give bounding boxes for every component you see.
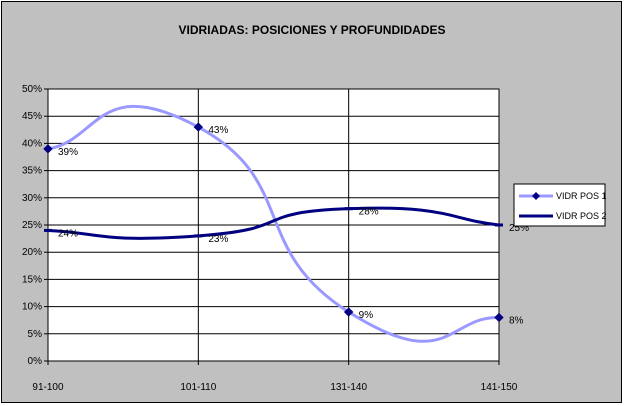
data-label: 8% (509, 315, 524, 326)
data-labels: 39% 43% 9% 8% 24% 23% 28% 25% (58, 125, 529, 326)
y-tick-label: 5% (28, 329, 43, 340)
data-label: 23% (208, 234, 228, 245)
legend-box (513, 183, 606, 227)
y-tick-label: 10% (22, 302, 42, 313)
chart-title: VIDRIADAS: POSICIONES Y PROFUNDIDADES (179, 23, 446, 37)
y-tick-label: 30% (22, 193, 42, 204)
series-2-marker (44, 228, 52, 232)
data-label: 39% (58, 147, 78, 158)
x-tick-label: 91-100 (32, 382, 64, 393)
x-tick-label: 141-150 (481, 382, 518, 393)
series-line-1 (47, 105, 500, 343)
series-1-marker (193, 122, 204, 132)
data-label: 24% (58, 228, 78, 239)
series-2-marker (495, 223, 503, 227)
data-label: 9% (359, 310, 374, 321)
series-2-marker (344, 207, 353, 211)
series-lines (47, 105, 500, 343)
y-axis: 0% 5% 10% 15% 20% 25% 30% 35% 40% 45% 50% (22, 84, 48, 367)
legend-marker-2 (532, 214, 540, 218)
legend: VIDR POS 1 VIDR POS 2 (513, 183, 607, 227)
series-1-marker (343, 307, 354, 317)
y-tick-label: 0% (28, 356, 43, 367)
x-axis: 91-100 101-110 131-140 141-150 (32, 361, 518, 393)
y-tick-label: 25% (22, 220, 42, 231)
series-1-marker (494, 312, 504, 323)
y-tick-label: 35% (22, 166, 42, 177)
data-label: 25% (509, 223, 529, 234)
data-label: 28% (359, 207, 379, 218)
legend-marker-1 (532, 192, 540, 200)
y-tick-label: 40% (22, 138, 42, 149)
data-label: 43% (208, 125, 228, 136)
y-tick-label: 20% (22, 247, 42, 258)
x-tick-label: 101-110 (180, 382, 216, 393)
series-markers (43, 122, 504, 323)
gridlines (47, 88, 500, 362)
series-1-marker (43, 144, 53, 154)
series-2-marker (194, 234, 203, 238)
y-tick-label: 50% (22, 84, 42, 95)
series-line-2 (47, 206, 500, 240)
legend-label: VIDR POS 2 (556, 211, 607, 221)
y-tick-label: 45% (22, 111, 42, 122)
x-tick-label: 131-140 (330, 382, 367, 393)
y-tick-label: 15% (22, 274, 42, 285)
legend-label: VIDR POS 1 (556, 191, 607, 201)
